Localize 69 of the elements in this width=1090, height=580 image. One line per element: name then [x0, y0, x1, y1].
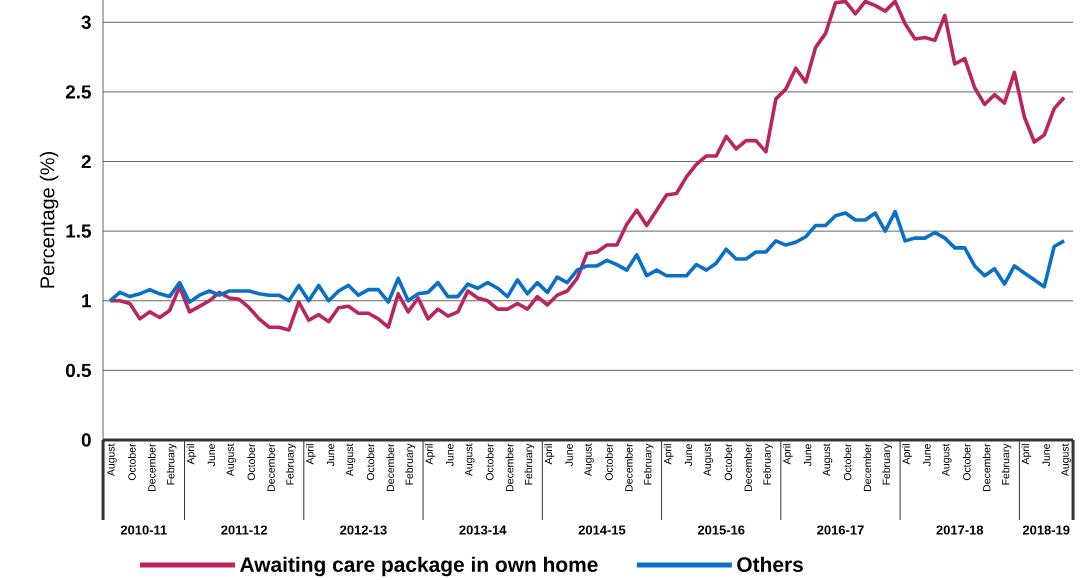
text: 2017-18 [936, 525, 984, 535]
x-tick-label: October [724, 443, 733, 481]
x-tick-label: August [226, 443, 236, 477]
x-tick-label: December [386, 443, 395, 491]
x-tick-label: April [782, 444, 793, 465]
y-tick-label: 2 [81, 154, 91, 169]
x-tick-label: October [605, 443, 613, 481]
x-tick-label: February [405, 443, 416, 485]
x-tick-label: April [544, 444, 555, 465]
x-tick-label: June [207, 444, 216, 467]
x-tick-label: April [1021, 444, 1032, 465]
x-tick-label: June [923, 444, 931, 467]
x-tick-label: August [345, 443, 356, 477]
x-tick-label: December [267, 443, 275, 491]
x-tick-label: August [584, 443, 594, 477]
x-tick-label: October [485, 443, 494, 481]
x-tick-label: February [763, 443, 773, 485]
x-tick-label: February [1001, 443, 1012, 485]
x-tick-label: October [128, 443, 136, 481]
x-tick-label: April [425, 444, 435, 465]
y-tick-label: 1.5 [66, 224, 91, 238]
x-tick-label: December [744, 443, 752, 491]
text: 2016-17 [817, 525, 864, 535]
text: 2018-19 [1022, 525, 1070, 535]
x-tick-label: June [804, 444, 812, 467]
legend-label: Others [737, 556, 803, 572]
x-tick-label: June [1042, 444, 1050, 467]
x-tick-label: December [863, 443, 872, 491]
x-tick-label: April [305, 444, 316, 465]
text: 2013-14 [459, 525, 507, 535]
x-tick-label: August [1061, 443, 1071, 477]
y-tick-label: 1 [82, 294, 91, 308]
text: 2014-15 [578, 525, 626, 535]
x-tick-label: June [684, 444, 693, 467]
x-tick-label: December [147, 443, 156, 491]
x-tick-label: August [107, 443, 117, 477]
x-tick-label: October [247, 443, 255, 481]
y-tick-label: 3 [81, 15, 91, 29]
x-tick-label: December [624, 443, 633, 491]
y-tick-label: 0.5 [65, 363, 91, 378]
y-tick-label: 2.5 [65, 85, 91, 99]
x-tick-label: February [286, 443, 296, 485]
x-tick-label: December [505, 443, 514, 491]
x-tick-label: August [942, 443, 952, 477]
x-tick-label: February [643, 443, 654, 485]
text: 2011-12 [221, 525, 268, 535]
x-tick-label: June [565, 444, 573, 467]
x-tick-label: August [465, 443, 475, 477]
y-tick-label: 0 [81, 433, 91, 447]
x-tick-label: April [186, 444, 197, 465]
text: 2015-16 [697, 525, 745, 535]
x-tick-label: October [962, 443, 971, 481]
y-axis-title: Percentage (%) [39, 152, 59, 288]
x-tick-label: April [663, 444, 674, 465]
x-tick-label: February [524, 443, 535, 485]
legend-label: Awaiting care package in own home [240, 556, 598, 577]
x-tick-label: April [902, 444, 912, 465]
x-tick-label: June [446, 444, 454, 467]
text: 2010-11 [120, 525, 167, 535]
x-tick-label: February [166, 443, 177, 485]
text: 2012-13 [340, 525, 387, 535]
x-tick-label: August [703, 443, 713, 477]
x-tick-label: December [982, 443, 991, 491]
x-tick-label: February [882, 443, 893, 485]
x-tick-label: October [843, 443, 852, 481]
line-series [108, 0, 1066, 332]
x-tick-label: June [327, 444, 335, 467]
x-tick-label: October [366, 443, 375, 481]
x-tick-label: August [822, 443, 833, 477]
